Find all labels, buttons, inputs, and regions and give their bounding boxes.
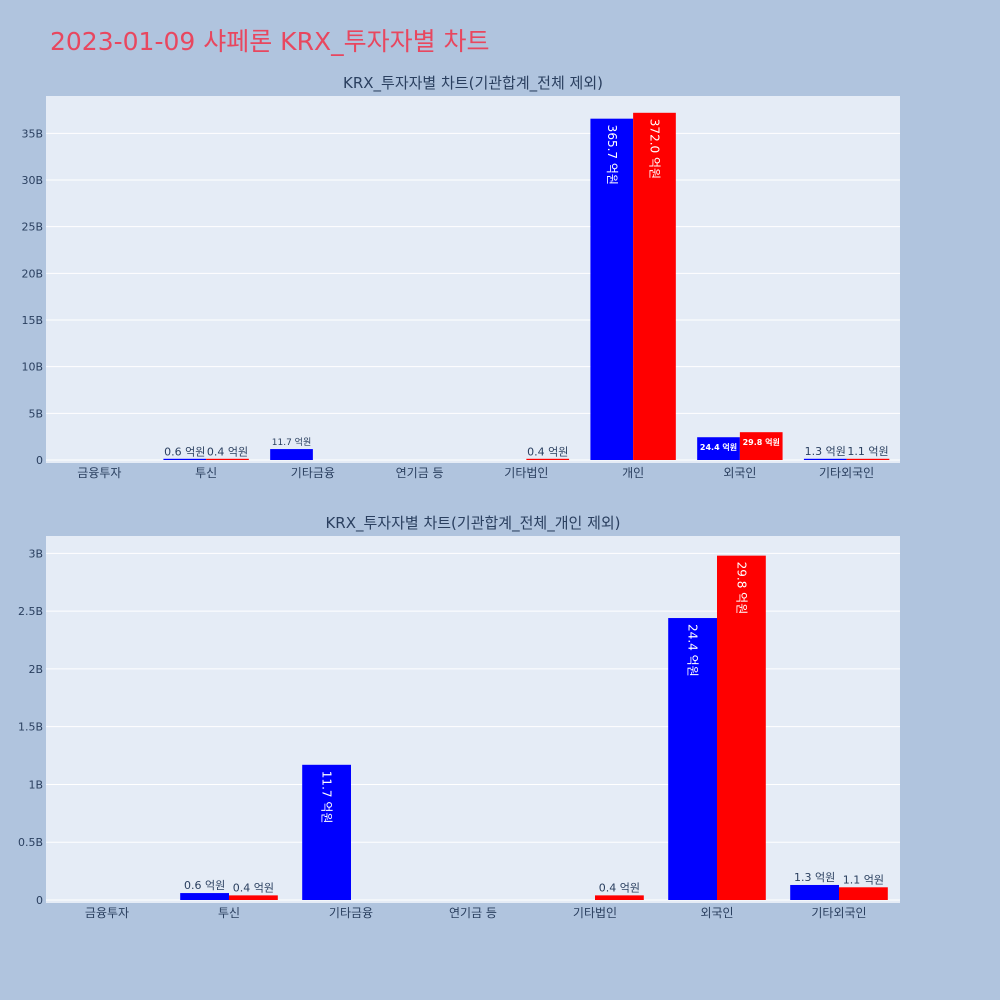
y-tick-label: 25B	[21, 221, 43, 234]
x-tick-label: 개인	[622, 466, 644, 480]
x-tick-label: 기타금융	[329, 906, 373, 920]
x-tick-label: 기타법인	[573, 906, 617, 920]
data-label: 0.4 억원	[527, 446, 568, 459]
data-label: 1.1 억원	[847, 445, 888, 458]
x-tick-label: 외국인	[700, 906, 733, 920]
bar	[590, 118, 634, 461]
bar	[739, 432, 783, 460]
bar	[163, 458, 207, 460]
chart-title: KRX_투자자별 차트(기관합계_전체_개인 제외)	[325, 514, 620, 533]
data-label: 0.6 억원	[184, 879, 225, 892]
data-label: 11.7 억원	[320, 771, 334, 824]
x-tick-label: 기타법인	[504, 466, 548, 480]
bar	[206, 458, 249, 460]
plot-area	[46, 96, 900, 463]
bar	[839, 887, 888, 900]
x-tick-label: 연기금 등	[396, 466, 444, 480]
x-tick-label: 기타외국인	[819, 466, 874, 480]
y-tick-label: 0	[36, 454, 43, 467]
bar	[302, 764, 351, 900]
y-tick-label: 30B	[21, 174, 43, 187]
y-tick-label: 0	[36, 894, 43, 907]
y-tick-label: 15B	[21, 314, 43, 327]
y-tick-label: 10B	[21, 361, 43, 374]
data-label: 29.8 억원	[743, 437, 780, 447]
bar	[180, 893, 229, 900]
plot-area	[46, 536, 900, 903]
y-tick-label: 3B	[28, 547, 43, 560]
bar	[270, 449, 313, 460]
data-label: 365.7 억원	[605, 125, 619, 185]
x-tick-label: 기타금융	[291, 466, 335, 480]
bar	[790, 884, 839, 900]
data-label: 24.4 억원	[686, 624, 700, 677]
x-tick-label: 금융투자	[77, 466, 121, 480]
data-label: 0.4 억원	[233, 881, 274, 894]
bar	[803, 458, 847, 460]
y-tick-label: 35B	[21, 127, 43, 140]
bar	[595, 895, 644, 900]
x-tick-label: 기타외국인	[811, 906, 866, 920]
y-tick-label: 0.5B	[18, 836, 43, 849]
data-label: 1.1 억원	[843, 873, 884, 886]
data-label: 372.0 억원	[647, 119, 661, 179]
chart-2: KRX_투자자별 차트(기관합계_전체_개인 제외) 0 0.5B 1B 1.5B 2B 2…	[18, 514, 900, 920]
y-tick-label: 1B	[28, 778, 43, 791]
x-tick-label: 투신	[195, 466, 217, 480]
bar	[633, 112, 676, 461]
data-label: 0.4 억원	[207, 446, 248, 459]
bar	[526, 458, 570, 460]
bar	[668, 618, 717, 900]
x-tick-label: 투신	[218, 906, 240, 920]
data-label: 11.7 억원	[272, 436, 311, 448]
x-tick-label: 외국인	[723, 466, 756, 480]
x-tick-label: 금융투자	[85, 906, 129, 920]
bar	[229, 895, 278, 900]
data-label: 0.6 억원	[164, 445, 205, 458]
data-label: 29.8 억원	[734, 562, 748, 615]
bar	[846, 458, 890, 460]
page-title: 2023-01-09 샤페론 KRX_투자자별 차트	[50, 27, 490, 56]
y-tick-label: 20B	[21, 267, 43, 280]
y-tick-label: 2B	[28, 663, 43, 676]
data-label: 0.4 억원	[599, 881, 640, 894]
y-tick-label: 2.5B	[18, 605, 43, 618]
x-tick-label: 연기금 등	[449, 906, 497, 920]
y-tick-label: 1.5B	[18, 721, 43, 734]
data-label: 1.3 억원	[794, 871, 835, 884]
data-label: 1.3 억원	[805, 445, 846, 458]
chart-title: KRX_투자자별 차트(기관합계_전체 제외)	[343, 74, 603, 93]
data-label: 24.4 억원	[700, 442, 737, 452]
chart-1: KRX_투자자별 차트(기관합계_전체 제외) 0 5B 10B 15B 20B 25B 30…	[21, 74, 900, 480]
bar	[717, 555, 766, 900]
bar	[697, 437, 740, 460]
y-tick-label: 5B	[28, 407, 43, 420]
